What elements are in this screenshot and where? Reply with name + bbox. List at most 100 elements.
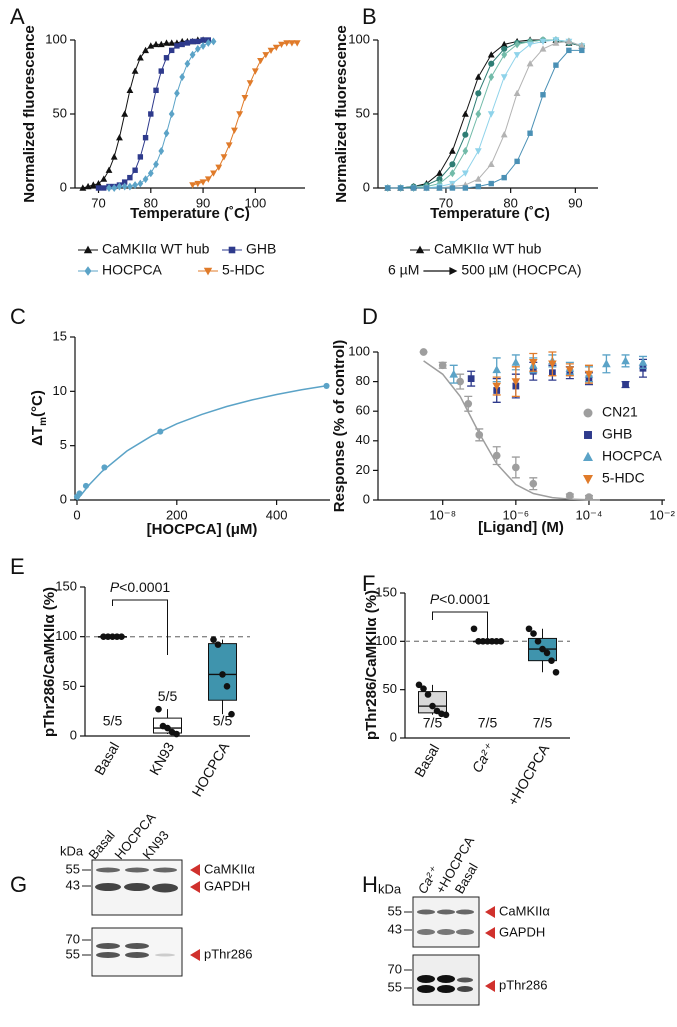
p-value-part: P bbox=[110, 579, 120, 595]
data-point bbox=[429, 702, 436, 710]
y-tick-label: 0 bbox=[70, 727, 77, 742]
panel-letter: D bbox=[362, 304, 378, 329]
bands bbox=[95, 883, 178, 893]
x-tick-label: 80 bbox=[144, 195, 158, 210]
data-point bbox=[101, 464, 108, 471]
x-tick-label: 100 bbox=[244, 195, 266, 210]
panel-letter: H bbox=[362, 872, 378, 897]
data-point bbox=[241, 95, 249, 102]
legend-label: CN21 bbox=[602, 404, 638, 420]
data-point bbox=[419, 348, 428, 356]
data-point bbox=[257, 58, 264, 65]
data-point bbox=[204, 176, 212, 183]
bands bbox=[417, 909, 474, 935]
data-point bbox=[513, 52, 521, 59]
data-point bbox=[526, 60, 534, 67]
data-point bbox=[223, 683, 231, 690]
data-point bbox=[464, 399, 473, 408]
legend-marker bbox=[83, 245, 93, 254]
kda-marker: 70 bbox=[388, 961, 402, 976]
legend-label: GHB bbox=[246, 241, 276, 257]
series-line bbox=[387, 39, 582, 189]
data-point bbox=[158, 68, 164, 74]
data-point bbox=[137, 179, 144, 188]
y-axis-label-part: m bbox=[38, 417, 49, 426]
data-point bbox=[449, 161, 456, 168]
panel-letter: F bbox=[362, 571, 375, 596]
series-line bbox=[387, 39, 582, 189]
data-point bbox=[511, 357, 521, 366]
data-point bbox=[500, 131, 508, 138]
data-point bbox=[231, 127, 238, 134]
data-point bbox=[199, 179, 207, 186]
x-tick-label: +HOCPCA bbox=[504, 741, 552, 809]
data-point bbox=[420, 685, 427, 692]
data-point bbox=[228, 710, 235, 718]
y-tick-label: 100 bbox=[45, 31, 67, 46]
data-point bbox=[163, 55, 170, 61]
data-point bbox=[184, 59, 191, 68]
data-point bbox=[215, 164, 223, 171]
y-tick-label: 50 bbox=[63, 678, 77, 693]
series-line bbox=[387, 49, 582, 189]
data-point bbox=[578, 42, 586, 49]
y-tick-label: 100 bbox=[55, 628, 77, 643]
data-point bbox=[168, 39, 176, 46]
arrow bbox=[190, 881, 200, 893]
data-point bbox=[488, 73, 495, 81]
y-tick-label: 50 bbox=[356, 105, 370, 120]
data-point bbox=[566, 47, 572, 54]
legend-label: CaMKIIα WT hub bbox=[434, 241, 542, 257]
data-point bbox=[121, 182, 128, 191]
series-line bbox=[387, 40, 582, 189]
data-point bbox=[585, 493, 593, 501]
data-point bbox=[449, 185, 456, 191]
panel-letter: C bbox=[10, 304, 26, 329]
x-tick-label: Basal bbox=[91, 739, 122, 777]
data-point bbox=[474, 73, 482, 80]
count-label: 5/5 bbox=[103, 713, 123, 729]
arrow bbox=[190, 864, 200, 876]
data-point bbox=[475, 110, 482, 118]
data-point bbox=[475, 183, 481, 190]
data-point bbox=[565, 366, 575, 375]
data-point bbox=[168, 110, 175, 118]
data-point bbox=[492, 451, 501, 460]
x-tick-label: 0 bbox=[73, 507, 80, 522]
x-tick-label: 80 bbox=[503, 195, 517, 210]
data-point bbox=[461, 170, 469, 177]
data-point bbox=[565, 37, 573, 45]
data-point bbox=[501, 45, 508, 52]
data-point bbox=[501, 174, 507, 181]
data-point bbox=[488, 60, 495, 67]
band-label: CaMKIIα bbox=[499, 903, 550, 918]
data-point bbox=[267, 47, 275, 54]
data-point bbox=[552, 668, 560, 676]
data-point bbox=[543, 649, 551, 657]
data-point bbox=[127, 182, 133, 191]
fit-curve bbox=[76, 384, 327, 501]
data-point bbox=[153, 160, 159, 169]
data-point bbox=[467, 375, 475, 383]
legend-label: CaMKIIα WT hub bbox=[102, 241, 210, 257]
data-point bbox=[95, 180, 102, 187]
data-point bbox=[566, 491, 574, 500]
y-axis-label: Response (% of control) bbox=[331, 340, 348, 513]
panel-letter: B bbox=[362, 4, 377, 29]
kda-marker: 55 bbox=[388, 903, 402, 918]
p-value-part: <0.0001 bbox=[119, 579, 170, 595]
data-point bbox=[121, 110, 129, 117]
data-point bbox=[529, 479, 538, 488]
data-point bbox=[534, 638, 542, 645]
y-axis-label: ΔTm(°C) bbox=[29, 390, 49, 446]
data-point bbox=[116, 182, 123, 191]
data-point bbox=[132, 181, 138, 189]
data-point bbox=[251, 68, 259, 75]
data-point bbox=[118, 633, 125, 640]
data-point bbox=[385, 185, 391, 191]
kda-marker: 70 bbox=[66, 931, 80, 946]
y-tick-label: 60 bbox=[356, 403, 370, 418]
legend-marker bbox=[583, 475, 593, 485]
arrow bbox=[190, 949, 200, 961]
data-point bbox=[214, 641, 222, 648]
